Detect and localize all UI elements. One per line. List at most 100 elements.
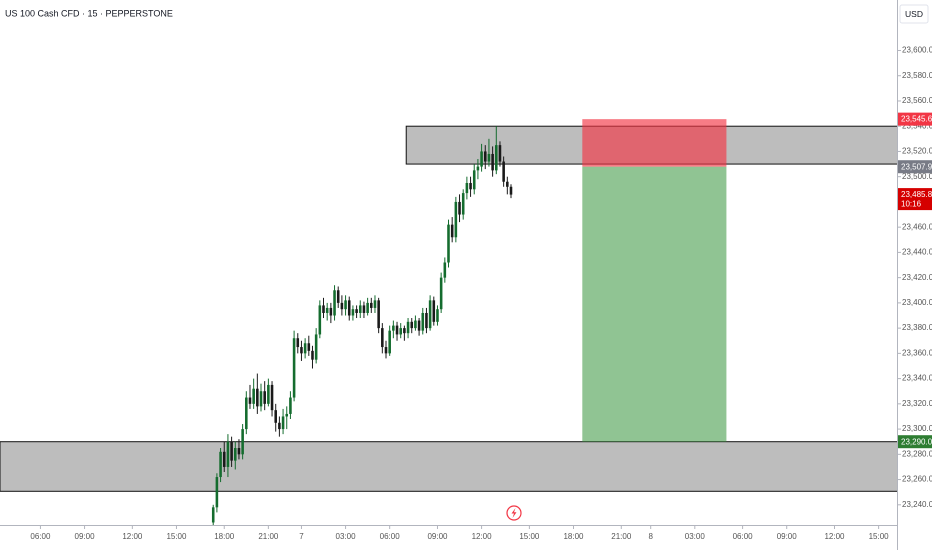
candle-body xyxy=(469,182,472,190)
candle-body xyxy=(351,309,355,316)
candle-body xyxy=(476,166,480,171)
candle-body xyxy=(403,328,406,334)
candle-body xyxy=(344,300,347,310)
price-label-box xyxy=(898,112,932,126)
candle-body xyxy=(237,448,241,455)
price-label: 23,290.0 xyxy=(901,437,932,446)
candle-body xyxy=(454,201,458,238)
candle-body xyxy=(480,151,483,167)
candle-body xyxy=(425,312,428,329)
x-tick-label: 21:00 xyxy=(258,532,279,541)
candle-body xyxy=(289,397,292,414)
y-tick-label: 23,340.0 xyxy=(902,374,932,383)
candle-body xyxy=(281,416,285,430)
candle-body xyxy=(215,477,219,508)
candle-body xyxy=(432,300,436,322)
y-tick-label: 23,300.0 xyxy=(902,424,932,433)
candle-body xyxy=(256,388,259,407)
x-tick-label: 7 xyxy=(299,532,304,541)
replay-icon[interactable] xyxy=(506,505,522,521)
candle-body xyxy=(211,507,215,523)
chart-title: US 100 Cash CFD · 15 · PEPPERSTONE xyxy=(5,8,173,18)
x-tick-label: 15:00 xyxy=(869,532,890,541)
y-tick-label: 23,520.0 xyxy=(902,147,932,156)
x-tick-label: 12:00 xyxy=(122,532,143,541)
x-tick-label: 18:00 xyxy=(214,532,235,541)
y-tick-label: 23,560.0 xyxy=(902,96,932,105)
y-tick-label: 23,380.0 xyxy=(902,323,932,332)
candle-body xyxy=(325,307,329,313)
stop-zone xyxy=(582,119,727,167)
candle-body xyxy=(336,290,340,303)
target-zone xyxy=(582,166,727,442)
candle-body xyxy=(472,170,476,190)
y-tick-label: 23,280.0 xyxy=(902,449,932,458)
candle-body xyxy=(414,320,417,329)
candle-body xyxy=(491,153,494,171)
y-tick-label: 23,440.0 xyxy=(902,248,932,257)
candle-body xyxy=(296,338,300,348)
candle-body xyxy=(406,321,410,334)
countdown: 10:16 xyxy=(901,200,922,209)
candle-body xyxy=(458,201,461,215)
candle-body xyxy=(347,300,351,316)
y-tick-label: 23,420.0 xyxy=(902,273,932,282)
candle-body xyxy=(311,350,314,360)
candle-body xyxy=(303,343,307,354)
candle-body xyxy=(465,182,469,194)
price-label: 23,545.6 xyxy=(901,115,932,124)
candle-body xyxy=(292,338,296,398)
candle-body xyxy=(270,384,274,411)
candle-body xyxy=(245,397,248,430)
price-label-box xyxy=(898,435,932,449)
candle-body xyxy=(428,300,432,329)
candle-body xyxy=(399,328,402,335)
y-tick-label: 23,500.0 xyxy=(902,172,932,181)
candle-body xyxy=(498,145,502,162)
candle-body xyxy=(252,388,255,404)
y-tick-label: 23,540.0 xyxy=(902,121,932,130)
x-tick-label: 12:00 xyxy=(472,532,493,541)
candle-body xyxy=(388,330,391,354)
candle-body xyxy=(267,384,270,404)
candle-body xyxy=(487,153,491,162)
x-tick-label: 06:00 xyxy=(30,532,51,541)
current-price-box xyxy=(898,188,932,211)
candle-body xyxy=(314,334,318,360)
candle-body xyxy=(230,441,233,461)
zone xyxy=(0,441,897,492)
y-tick-label: 23,240.0 xyxy=(902,500,932,509)
candle-body xyxy=(362,305,366,313)
candle-body xyxy=(340,302,344,310)
x-tick-label: 06:00 xyxy=(380,532,401,541)
candle-body xyxy=(233,448,237,461)
candle-body xyxy=(447,224,450,263)
candle-body xyxy=(502,161,505,182)
x-tick-label: 21:00 xyxy=(611,532,632,541)
candle-body xyxy=(495,145,498,171)
candle-body xyxy=(322,305,325,313)
candle-body xyxy=(443,262,447,278)
x-tick-label: 15:00 xyxy=(519,532,540,541)
x-tick-label: 15:00 xyxy=(166,532,187,541)
x-tick-label: 06:00 xyxy=(733,532,754,541)
candle-body xyxy=(461,193,465,215)
candle-body xyxy=(274,410,278,423)
x-tick-label: 12:00 xyxy=(824,532,845,541)
y-tick-label: 23,400.0 xyxy=(902,298,932,307)
candle-body xyxy=(355,309,358,313)
currency-box[interactable] xyxy=(899,4,929,24)
candle-body xyxy=(421,312,425,331)
x-tick-label: 8 xyxy=(648,532,653,541)
axes: 23,240.0 23,260.0 23,280.0 23,300.0 23,320.0… xyxy=(30,46,932,541)
y-tick-label: 23,260.0 xyxy=(902,475,932,484)
candle-body xyxy=(436,309,439,322)
candle-body xyxy=(358,305,362,313)
price-label: 23,507.9 xyxy=(901,162,932,171)
plot-area xyxy=(0,119,897,525)
y-tick-label: 23,320.0 xyxy=(902,399,932,408)
candle-body xyxy=(384,347,388,354)
y-tick-label: 23,360.0 xyxy=(902,348,932,357)
